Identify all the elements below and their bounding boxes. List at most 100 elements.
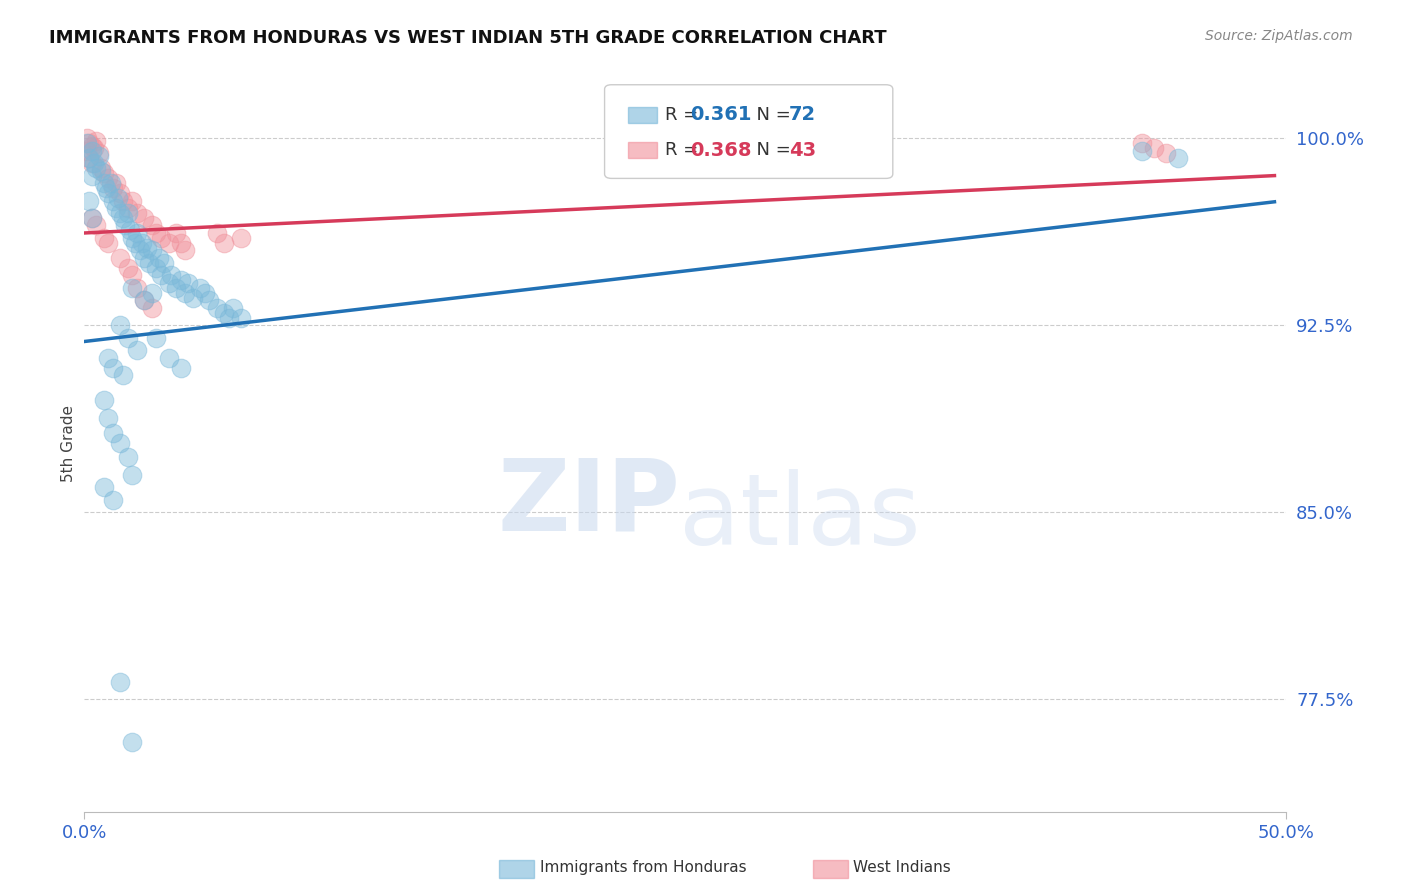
Point bbox=[117, 331, 139, 345]
Text: Immigrants from Honduras: Immigrants from Honduras bbox=[540, 860, 747, 874]
Point bbox=[152, 256, 174, 270]
Point bbox=[174, 285, 197, 300]
Point bbox=[194, 285, 217, 300]
Point bbox=[1130, 136, 1153, 151]
Point bbox=[90, 163, 112, 178]
Point bbox=[77, 151, 100, 165]
Point bbox=[205, 301, 228, 315]
Point bbox=[134, 251, 156, 265]
Point bbox=[165, 226, 187, 240]
Point bbox=[141, 301, 163, 315]
Point bbox=[97, 235, 120, 250]
Text: IMMIGRANTS FROM HONDURAS VS WEST INDIAN 5TH GRADE CORRELATION CHART: IMMIGRANTS FROM HONDURAS VS WEST INDIAN … bbox=[49, 29, 887, 46]
Point bbox=[104, 176, 127, 190]
Point bbox=[174, 244, 197, 258]
Point bbox=[80, 211, 103, 225]
Text: 43: 43 bbox=[789, 141, 815, 160]
Point bbox=[90, 161, 112, 175]
Point bbox=[121, 268, 143, 283]
Point bbox=[104, 201, 127, 215]
Point bbox=[121, 467, 143, 482]
Point bbox=[118, 223, 141, 237]
Point bbox=[212, 306, 235, 320]
Point bbox=[169, 273, 191, 287]
Point bbox=[121, 231, 143, 245]
Point bbox=[127, 281, 149, 295]
Point bbox=[110, 675, 132, 690]
Point bbox=[83, 141, 105, 155]
Point bbox=[165, 281, 187, 295]
Point bbox=[121, 194, 143, 208]
Point bbox=[134, 293, 156, 308]
Point bbox=[177, 276, 200, 290]
Point bbox=[138, 256, 160, 270]
Point bbox=[141, 219, 163, 233]
Point bbox=[100, 176, 122, 190]
Point bbox=[80, 144, 103, 158]
Point bbox=[145, 226, 167, 240]
Point bbox=[93, 393, 115, 408]
Point bbox=[1156, 146, 1178, 161]
Point bbox=[121, 735, 143, 749]
Text: West Indians: West Indians bbox=[853, 860, 952, 874]
Point bbox=[110, 251, 132, 265]
Point bbox=[222, 301, 245, 315]
Point bbox=[94, 181, 117, 195]
Point bbox=[103, 425, 125, 440]
Point bbox=[83, 156, 105, 170]
Point bbox=[1130, 144, 1153, 158]
Point bbox=[127, 206, 149, 220]
Point bbox=[157, 276, 180, 290]
Text: 0.361: 0.361 bbox=[690, 105, 752, 124]
Point bbox=[80, 169, 103, 183]
Point bbox=[205, 226, 228, 240]
Point bbox=[111, 211, 134, 225]
Point bbox=[103, 194, 125, 208]
Point bbox=[150, 268, 173, 283]
Point bbox=[181, 291, 204, 305]
Point bbox=[110, 186, 132, 200]
Point bbox=[1167, 151, 1189, 165]
Point bbox=[114, 219, 136, 233]
Point bbox=[76, 136, 98, 151]
Point bbox=[135, 241, 157, 255]
Point bbox=[150, 231, 173, 245]
Point bbox=[229, 310, 252, 325]
Point bbox=[107, 191, 129, 205]
Point bbox=[1143, 141, 1166, 155]
Point bbox=[77, 194, 100, 208]
Point bbox=[134, 293, 156, 308]
Point bbox=[117, 450, 139, 465]
Point bbox=[93, 176, 115, 190]
Point bbox=[131, 235, 153, 250]
Point bbox=[212, 235, 235, 250]
Point bbox=[87, 148, 110, 162]
Point bbox=[111, 368, 134, 383]
Point bbox=[117, 201, 139, 215]
Text: atlas: atlas bbox=[679, 469, 921, 566]
Text: N =: N = bbox=[745, 141, 797, 159]
Point bbox=[141, 285, 163, 300]
Point bbox=[121, 281, 143, 295]
Point bbox=[97, 351, 120, 365]
Point bbox=[127, 226, 149, 240]
Text: R =: R = bbox=[665, 105, 704, 124]
Point bbox=[218, 310, 240, 325]
Point bbox=[117, 206, 139, 220]
Point bbox=[169, 235, 191, 250]
Point bbox=[86, 219, 108, 233]
Point bbox=[110, 435, 132, 450]
Point bbox=[76, 144, 98, 158]
Point bbox=[86, 161, 108, 175]
Point bbox=[93, 231, 115, 245]
Y-axis label: 5th Grade: 5th Grade bbox=[60, 405, 76, 483]
Text: ZIP: ZIP bbox=[498, 454, 681, 551]
Point bbox=[80, 156, 103, 170]
Point bbox=[97, 186, 120, 200]
Text: Source: ZipAtlas.com: Source: ZipAtlas.com bbox=[1205, 29, 1353, 43]
Point bbox=[198, 293, 221, 308]
Point bbox=[188, 281, 211, 295]
Text: 72: 72 bbox=[789, 105, 815, 124]
Text: R =: R = bbox=[665, 141, 704, 159]
Point bbox=[111, 194, 134, 208]
